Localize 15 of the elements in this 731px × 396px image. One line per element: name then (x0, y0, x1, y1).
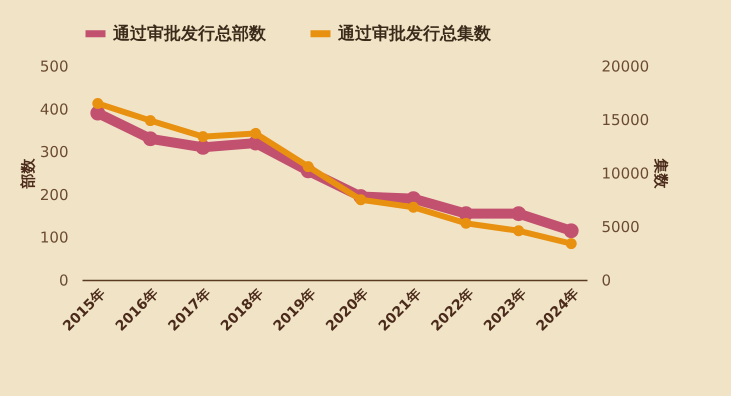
y2-axis-title: 集数 (652, 158, 670, 190)
y2-tick-label: 5000 (602, 218, 640, 236)
y-tick-label: 100 (40, 228, 68, 247)
y-tick-label: 0 (58, 272, 68, 290)
y-axis-title: 部数 (18, 158, 37, 190)
y2-tick-label: 10000 (602, 164, 650, 182)
y-tick-label: 500 (40, 58, 68, 76)
legend-label: 通过审批发行总部数 (112, 24, 267, 44)
y-tick-label: 300 (40, 143, 68, 162)
y2-tick-label: 20000 (602, 58, 650, 76)
y2-tick-label: 0 (602, 272, 612, 290)
y2-tick-label: 15000 (602, 111, 650, 129)
y-tick-label: 200 (40, 186, 68, 204)
y-tick-label: 400 (40, 100, 68, 118)
legend-label: 通过审批发行总集数 (337, 24, 492, 44)
